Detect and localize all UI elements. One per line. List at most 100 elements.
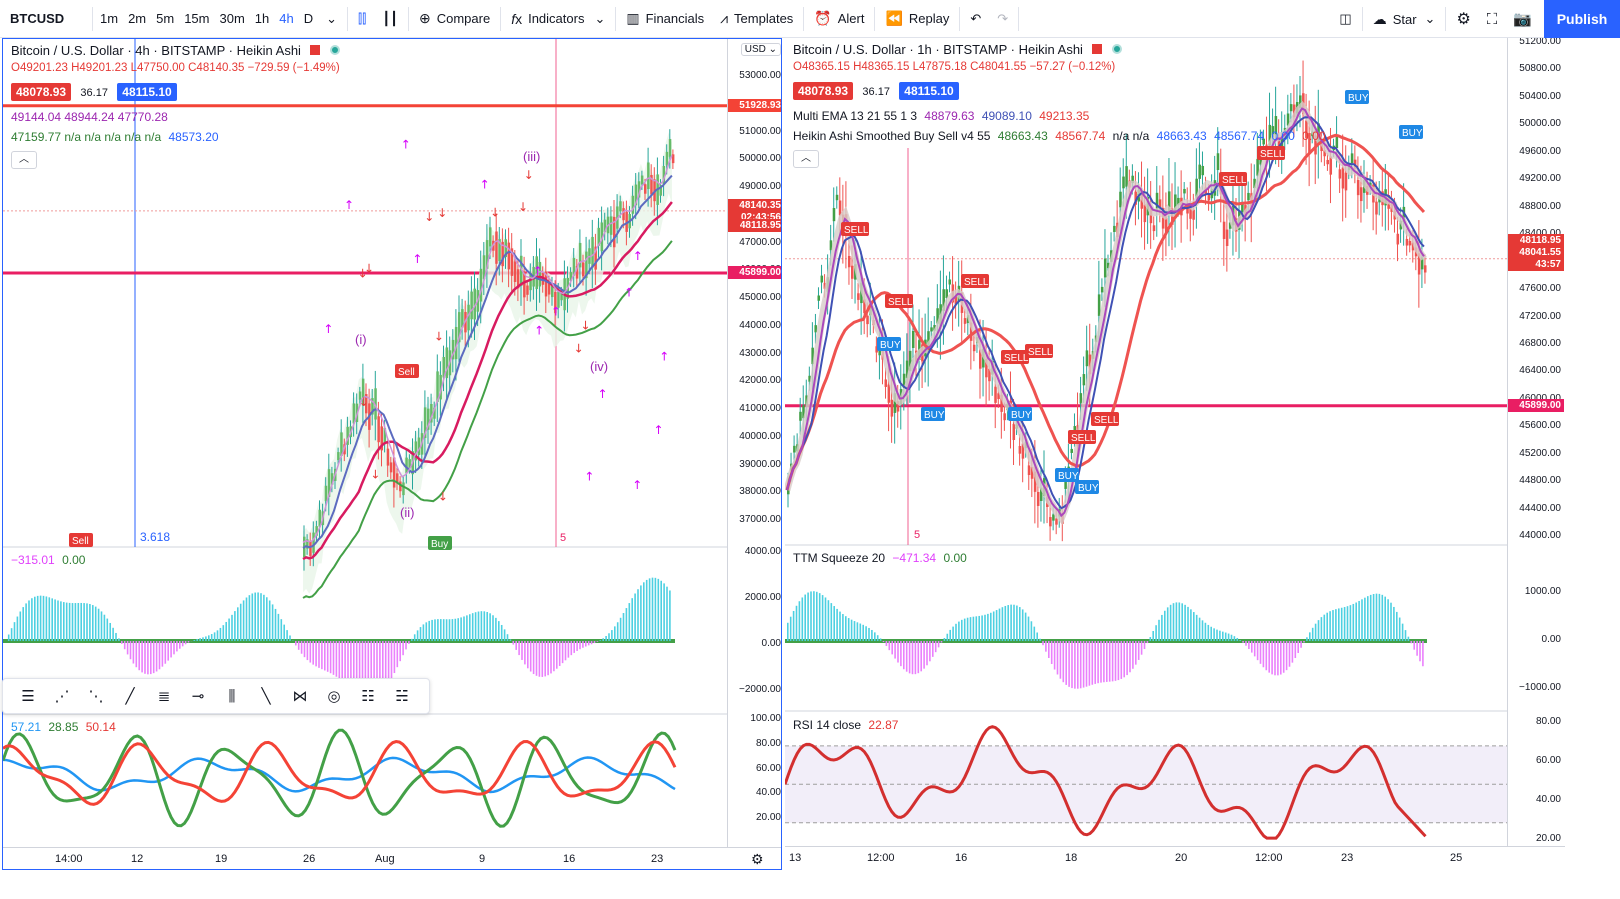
right-chart-pane[interactable]: 5 SELL SELL SELL SELL SELL SELL SELL SELL SELL BUY…: [785, 38, 1565, 870]
undo-button[interactable]: ↶: [962, 0, 989, 38]
bid-price[interactable]: 48078.93: [11, 83, 72, 101]
right-chart-canvas[interactable]: 5SELLSELLSELLSELLSELLSELLSELLSELLSELLBUY…: [785, 38, 1507, 846]
timeframe-1h[interactable]: 1h: [254, 11, 270, 26]
timeframe-30m[interactable]: 30m: [219, 11, 245, 26]
squeeze-bar: [891, 641, 893, 655]
squeeze-bar: [63, 602, 65, 641]
left-chart-pane[interactable]: 5 3.618 (iii) (i) (ii) (iv) Sell Buy Sell ↓ ↑ ↓ ↓ ↑ ↑ ↑…: [2, 38, 782, 870]
horizontal-lines-icon[interactable]: ☰: [21, 688, 35, 705]
candle: [1097, 294, 1101, 316]
right-time-axis[interactable]: 13 12:00 16 18 20 12:00 23 25: [785, 846, 1565, 870]
squeeze-bar: [193, 639, 196, 641]
timeframe-2m[interactable]: 2m: [128, 11, 147, 26]
templates-button[interactable]: ⩘ Templates: [712, 0, 801, 38]
squeeze-bar: [187, 641, 190, 643]
squeeze-bar: [7, 634, 10, 641]
squeeze-bar: [413, 634, 416, 641]
candle: [489, 227, 492, 247]
ha-val-6: 0.00: [1271, 129, 1295, 143]
timeframe-4h[interactable]: 4h: [279, 11, 294, 26]
squeeze-bar: [885, 641, 888, 647]
xabcd-icon[interactable]: ⋈: [292, 688, 308, 705]
squeeze-bar: [616, 622, 619, 641]
squeeze-bar: [335, 641, 338, 677]
redo-button[interactable]: ↷: [989, 0, 1016, 38]
candle: [473, 288, 476, 320]
gann-box-icon[interactable]: ⫼: [228, 687, 236, 705]
squeeze-bar: [419, 627, 422, 641]
layout-button[interactable]: ◫: [1331, 0, 1359, 38]
candle: [1256, 158, 1259, 176]
settings-button[interactable]: ⚙: [1448, 0, 1478, 38]
timeframe-5m[interactable]: 5m: [156, 11, 175, 26]
squeeze-bar: [158, 641, 161, 670]
symbol-search[interactable]: BTCUSD: [10, 11, 65, 26]
ask-price[interactable]: 48115.10: [899, 82, 959, 100]
indicators-button[interactable]: fx Indicators ⌄: [503, 0, 613, 38]
squeeze-bar: [1419, 641, 1421, 662]
bid-price[interactable]: 48078.93: [793, 82, 854, 100]
wave-label: (ii): [400, 505, 414, 520]
financials-button[interactable]: ▥ Financials: [618, 0, 712, 38]
elliott-wave-icon[interactable]: ⋰: [54, 688, 70, 705]
price-axis-label: 45000.00: [739, 292, 781, 303]
timeframe-d[interactable]: D: [303, 11, 314, 26]
candle: [1350, 153, 1354, 164]
squeeze-bar: [1314, 623, 1317, 641]
candle: [538, 261, 542, 287]
squeeze-bar: [795, 605, 798, 641]
ask-price[interactable]: 48115.10: [117, 83, 177, 101]
publish-button[interactable]: Publish: [1544, 0, 1620, 38]
left-time-axis[interactable]: ⚙ 14:00 12 19 26 Aug 9 16 23: [3, 847, 781, 869]
squeeze-bar: [242, 600, 245, 641]
right-price-axis[interactable]: 51200.00 50800.00 50400.00 50000.00 49600.00…: [1507, 38, 1565, 846]
squeeze-bar: [324, 641, 326, 671]
collapse-legend-button[interactable]: ︿: [793, 150, 819, 168]
candle: [1396, 233, 1400, 245]
squeeze-bar: [1233, 636, 1236, 641]
regression-icon[interactable]: ☵: [395, 688, 409, 705]
currency-selector[interactable]: USD ⌄: [740, 43, 781, 56]
snapshot-button[interactable]: 📷: [1505, 0, 1540, 38]
gear-icon[interactable]: ⚙: [751, 851, 764, 867]
squeeze-bar: [1242, 641, 1244, 643]
price-axis-label: 48400.00: [1519, 228, 1561, 239]
candle-style-button[interactable]: ┃┃: [374, 0, 406, 38]
chevron-up-icon: ︿: [801, 153, 811, 164]
parallel-channel-icon[interactable]: ☷: [361, 688, 375, 705]
signal-badge-text: BUY: [1011, 410, 1032, 421]
timeframe-dropdown[interactable]: ⌄: [318, 0, 345, 38]
signal-arrow-icon: ↑: [659, 349, 669, 363]
abc-pattern-icon[interactable]: ⋱: [88, 688, 104, 705]
squeeze-bar: [1004, 605, 1007, 641]
squeeze-bar: [1152, 631, 1154, 641]
alert-button[interactable]: ⏰ Alert: [806, 0, 872, 38]
squeeze-bar: [1410, 641, 1413, 644]
price-axis-label: 37000.00: [739, 514, 781, 525]
ray-icon[interactable]: ⊸: [191, 688, 205, 705]
squeeze-bar: [648, 578, 651, 641]
squeeze-bar: [451, 619, 454, 641]
star-button[interactable]: ☁ Star ⌄: [1365, 0, 1444, 38]
collapse-legend-button[interactable]: ︿: [11, 151, 37, 169]
replay-button[interactable]: ⏪ Replay: [877, 0, 957, 38]
fullscreen-button[interactable]: ⛶: [1479, 0, 1506, 38]
trend-line-icon[interactable]: ╱: [125, 688, 135, 705]
left-price-axis[interactable]: USD ⌄53000.0052000.0051000.0050000.00490…: [727, 39, 781, 847]
cycles-icon[interactable]: ◎: [327, 688, 341, 705]
squeeze-bar: [608, 633, 610, 641]
squeeze-bar: [1300, 641, 1302, 648]
compare-button[interactable]: ⊕ Compare: [411, 0, 498, 38]
timeframe-1m[interactable]: 1m: [100, 11, 119, 26]
candle: [1286, 113, 1290, 126]
squeeze-bar: [990, 612, 992, 641]
bar-style-button[interactable]: ⫿⫿: [350, 0, 374, 38]
status-dot-icon: [329, 45, 340, 55]
fib-fan-icon[interactable]: ≣: [157, 688, 171, 705]
line-icon[interactable]: ╲: [261, 688, 271, 705]
candle: [631, 195, 635, 214]
squeeze-bar: [390, 641, 393, 679]
timeframe-15m[interactable]: 15m: [184, 11, 210, 26]
candle: [817, 295, 821, 301]
